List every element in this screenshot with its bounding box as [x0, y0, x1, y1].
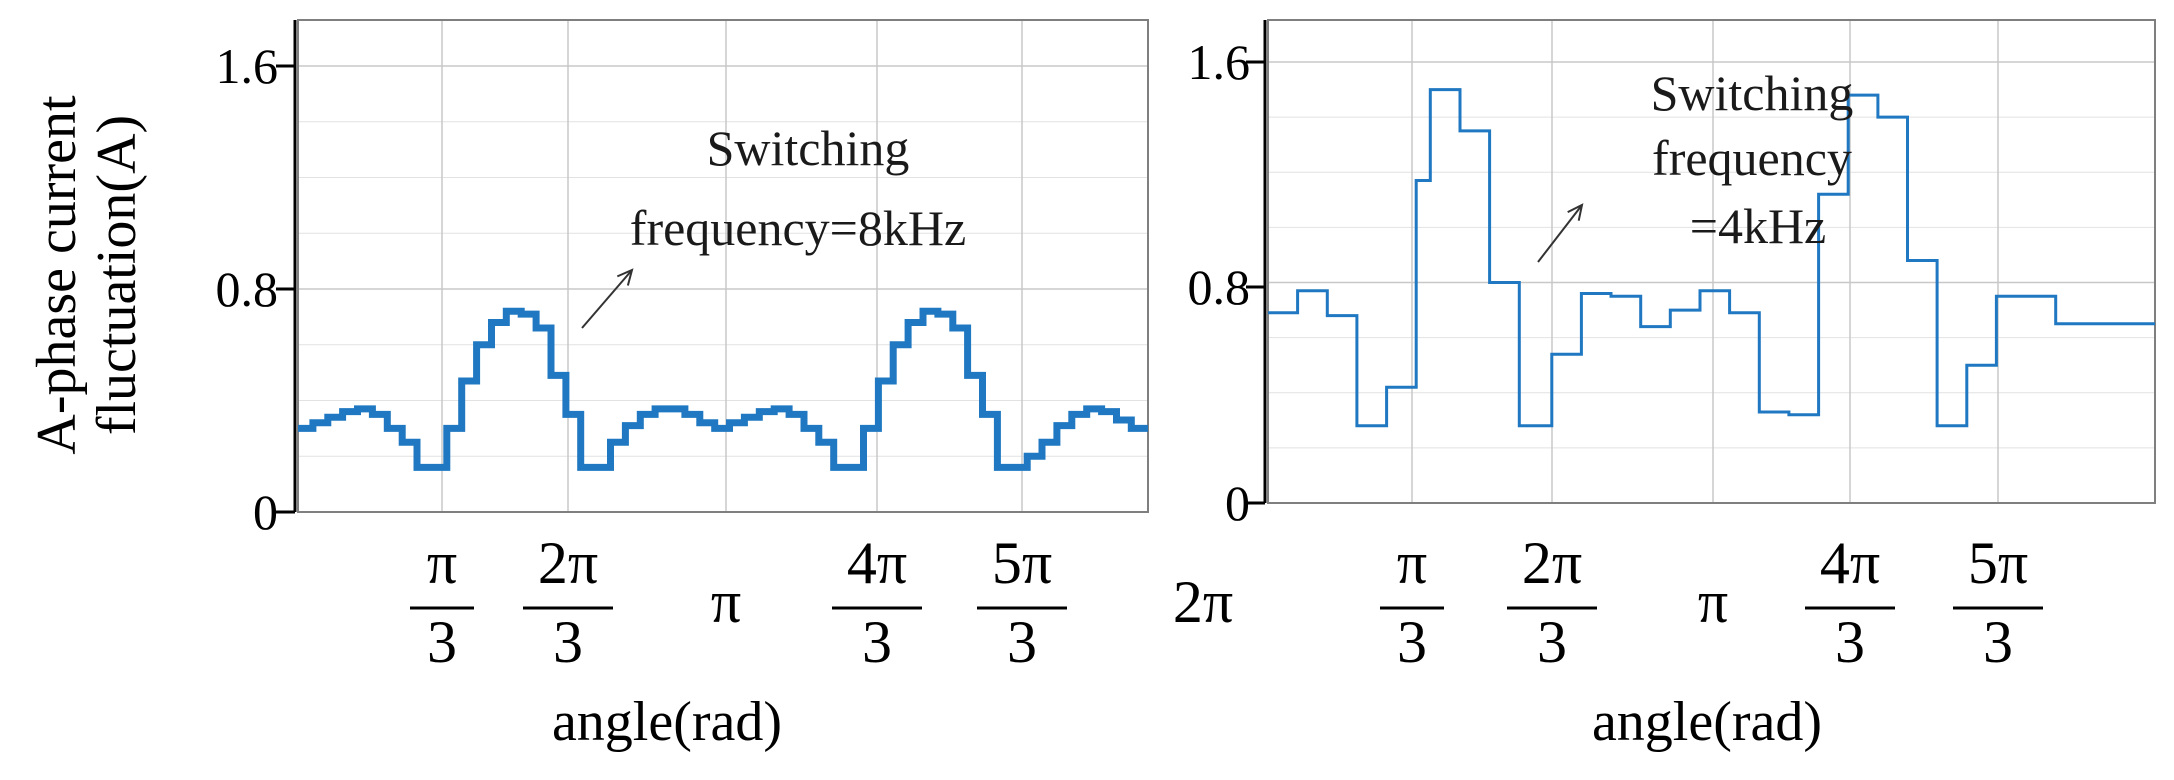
- x-tick-numerator: π: [427, 530, 457, 596]
- x-tick-numerator: 5π: [1968, 530, 2028, 596]
- y-tick-label: 0.8: [216, 261, 279, 317]
- x-tick-denominator: 3: [1397, 609, 1427, 675]
- x-tick-numerator: 2π: [538, 530, 598, 596]
- arrow-head-icon: [1567, 203, 1584, 221]
- x-tick-numerator: 5π: [992, 530, 1052, 596]
- series-line-1: [1268, 88, 2155, 428]
- plot-frame: [1267, 19, 2156, 504]
- x-tick-denominator: 3: [862, 609, 892, 675]
- chart-panel-2: 00.81.6π32π3π4π35π32πangle(rad)Switching…: [1188, 19, 2156, 753]
- x-tick-denominator: 3: [1007, 609, 1037, 675]
- arrow-icon: [581, 269, 633, 329]
- y-axis-title-line: A-phase current: [26, 95, 88, 455]
- x-tick-value: 2π: [1173, 569, 1233, 635]
- x-tick-numerator: 4π: [1820, 530, 1880, 596]
- x-tick-numerator: 4π: [847, 530, 907, 596]
- plot-frame: [297, 19, 1149, 513]
- x-tick-value: π: [1698, 569, 1728, 635]
- annotation: Switching frequency =4kHz: [1537, 65, 1854, 263]
- x-tick-value: π: [711, 569, 741, 635]
- y-tick-label: 0: [253, 484, 278, 540]
- annotation-text: Switching: [707, 120, 910, 176]
- x-tick-label: 4π3: [832, 530, 922, 675]
- annotation-text: Switching: [1651, 65, 1854, 121]
- y-tick-label: 1.6: [216, 38, 279, 94]
- y-axis-title: A-phase currentfluctuation(A): [26, 95, 148, 455]
- grid: [298, 20, 1149, 512]
- y-tick-label: 0: [1225, 475, 1250, 531]
- x-tick-denominator: 3: [1983, 609, 2013, 675]
- x-tick-denominator: 3: [427, 609, 457, 675]
- x-tick-numerator: 2π: [1522, 530, 1582, 596]
- x-tick-label: π3: [1380, 530, 1444, 675]
- series-line-1: [298, 307, 1148, 471]
- x-tick-label: 5π3: [1953, 530, 2043, 675]
- x-tick-label: π: [711, 569, 741, 635]
- x-tick-label: 2π3: [1507, 530, 1597, 675]
- annotation-text: frequency: [1652, 130, 1852, 186]
- x-tick-label: 4π3: [1805, 530, 1895, 675]
- y-tick-label: 1.6: [1188, 34, 1251, 90]
- y-axis-title-text: A-phase currentfluctuation(A): [26, 95, 148, 455]
- arrow-icon: [1537, 204, 1583, 263]
- x-axis-title: angle(rad): [1592, 691, 1822, 753]
- y-tick-label: 0.8: [1188, 259, 1251, 315]
- x-tick-label: 2π3: [523, 530, 613, 675]
- annotation-text: =4kHz: [1690, 198, 1827, 254]
- x-tick-label: π: [1698, 569, 1728, 635]
- x-tick-label: 5π3: [977, 530, 1067, 675]
- arrow-head-icon: [616, 268, 634, 286]
- x-tick-label: 2π: [1173, 569, 1233, 635]
- annotation: Switching frequency=8kHz: [581, 120, 966, 329]
- x-tick-label: π3: [410, 530, 474, 675]
- y-axis-title-line: fluctuation(A): [86, 115, 148, 435]
- annotation-text: frequency=8kHz: [630, 200, 966, 256]
- x-axis-title: angle(rad): [552, 691, 782, 753]
- x-tick-denominator: 3: [1835, 609, 1865, 675]
- x-tick-denominator: 3: [1537, 609, 1567, 675]
- x-tick-denominator: 3: [553, 609, 583, 675]
- x-tick-numerator: π: [1397, 530, 1427, 596]
